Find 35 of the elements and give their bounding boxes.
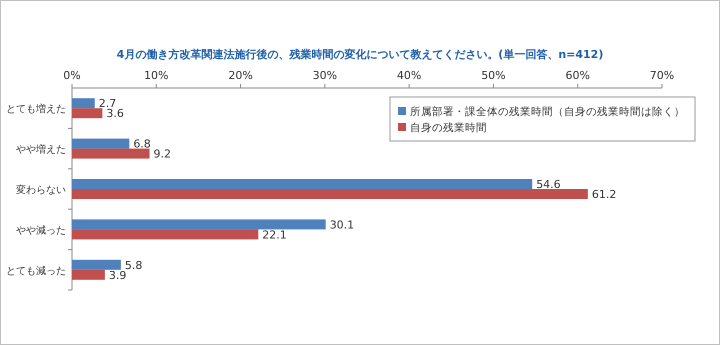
- y-tick-label: 変わらない: [16, 184, 66, 196]
- bar: [72, 98, 95, 108]
- y-tick-label: やや減った: [16, 224, 66, 236]
- y-tick-label: とても減った: [6, 264, 66, 277]
- bar: [72, 179, 532, 189]
- data-label: 9.2: [154, 148, 172, 161]
- bar: [72, 270, 105, 280]
- bar: [72, 260, 121, 270]
- bar: [72, 219, 326, 230]
- y-tick-label: とても増えた: [6, 103, 66, 116]
- data-label: 54.6: [536, 178, 561, 191]
- x-tick-label: 60%: [565, 69, 590, 82]
- x-tick-label: 10%: [144, 69, 169, 82]
- x-tick-label: 70%: [650, 69, 674, 82]
- bar: [72, 148, 150, 159]
- x-tick-label: 30%: [312, 69, 338, 82]
- bar: [72, 189, 588, 199]
- x-tick-label: 20%: [228, 69, 253, 82]
- data-label: 3.6: [106, 107, 124, 120]
- bar: [72, 108, 102, 118]
- data-label: 5.8: [124, 258, 142, 272]
- bar: [72, 229, 258, 240]
- data-label: 3.9: [108, 268, 126, 282]
- x-tick-label: 50%: [481, 69, 506, 82]
- data-label: 22.1: [262, 228, 287, 242]
- x-tick-label: 40%: [396, 69, 422, 82]
- legend-label: 所属部署・課全体の残業時間（自身の残業時間は除く）: [410, 105, 685, 118]
- data-label: 6.8: [133, 138, 151, 151]
- data-label: 30.1: [330, 218, 354, 232]
- bar: [72, 138, 130, 149]
- y-tick-label: やや増えた: [16, 144, 66, 156]
- chart-title: 4月の働き方改革関連法施行後の、残業時間の変化について教えてください。(単一回答、n=412): [116, 48, 604, 61]
- x-tick-label: 0%: [63, 69, 81, 82]
- data-label: 61.2: [592, 188, 616, 201]
- legend-label: 自身の残業時間: [410, 121, 487, 134]
